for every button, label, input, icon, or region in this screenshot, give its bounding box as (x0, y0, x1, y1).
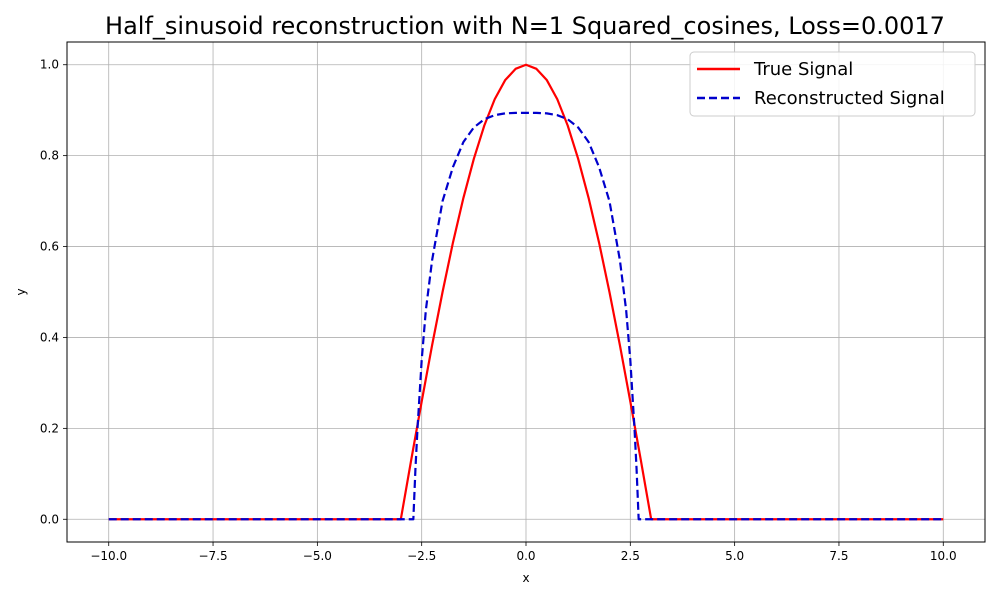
y-tick-label: 0.4 (40, 330, 59, 344)
legend-box (689, 51, 976, 117)
x-tick-label: −2.5 (407, 549, 436, 563)
y-tick-label: 1.0 (40, 58, 59, 72)
x-tick-label: 0.0 (516, 549, 535, 563)
x-axis-label: x (522, 571, 529, 585)
legend: True Signal Reconstructed Signal (689, 51, 976, 117)
y-tick-label: 0.6 (40, 240, 59, 254)
x-tick-label: −5.0 (303, 549, 332, 563)
y-tick-label: 0.8 (40, 149, 59, 163)
ticks: −10.0 −7.5 −5.0 −2.5 0.0 2.5 5.0 7.5 10.0 0.0 0.2 0… (40, 58, 957, 563)
series-line-reconstructed-signal (108, 111, 944, 521)
y-tick-label: 0.2 (40, 421, 59, 435)
chart-title: Half_sinusoid reconstruction with N=1 Sq… (105, 12, 945, 40)
series-layer (108, 63, 944, 521)
y-axis-label: y (14, 288, 28, 295)
x-tick-label: −7.5 (198, 549, 227, 563)
y-tick-label: 0.0 (40, 512, 59, 526)
legend-label-reconstructed-signal: Reconstructed Signal (754, 88, 945, 109)
series-line-true-signal (108, 63, 944, 521)
legend-label-true-signal: True Signal (753, 59, 853, 80)
x-tick-label: 10.0 (930, 549, 957, 563)
x-tick-label: 7.5 (829, 549, 848, 563)
x-tick-label: −10.0 (90, 549, 127, 563)
x-tick-label: 2.5 (621, 549, 640, 563)
x-tick-label: 5.0 (725, 549, 744, 563)
